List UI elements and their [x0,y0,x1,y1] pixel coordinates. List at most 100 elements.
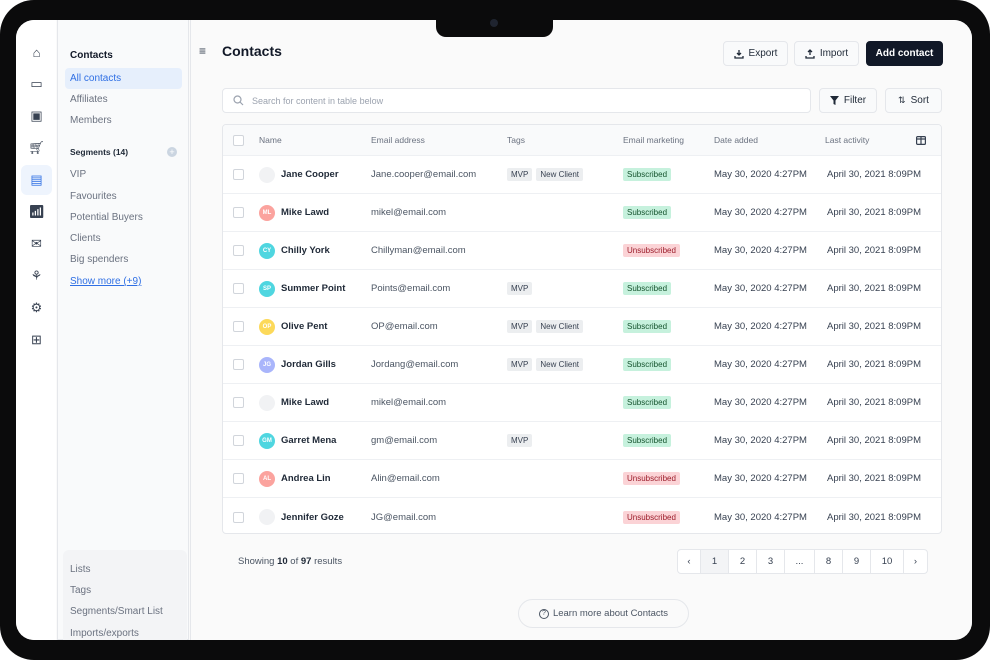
row-checkbox[interactable] [233,207,244,218]
row-checkbox[interactable] [233,169,244,180]
contact-card-icon[interactable]: ▤ [21,165,52,195]
row-checkbox[interactable] [233,245,244,256]
contact-name[interactable]: Olive Pent [281,321,328,332]
prev-page-button[interactable]: ‹ [678,550,701,573]
sidebar-link-segments-smart-list[interactable]: Segments/Smart List [70,606,163,617]
tags-cell: MVP New Client [507,308,587,345]
table-row[interactable]: OP Olive Pent OP@email.com MVP New Client Sub… [223,308,941,346]
add-segment-icon[interactable]: + [167,147,177,157]
table-row[interactable]: JG Jordan Gills Jordang@email.com MVP New Cl… [223,346,941,384]
contact-name[interactable]: Chilly York [281,245,330,256]
sidebar-link-lists[interactable]: Lists [70,564,91,575]
tag-chip: New Client [536,320,584,333]
avatar: AL [259,470,275,487]
avatar: CY [259,242,275,259]
table-row[interactable]: Mike Lawd mikel@email.com Subscribed May 30… [223,384,941,422]
next-page-button[interactable]: › [913,556,918,567]
campaign-icon[interactable]: ✉ [31,236,42,251]
page-button-2[interactable]: 2 [729,550,757,573]
gift-box-icon[interactable]: ▣ [30,108,43,123]
import-button[interactable]: Import [794,41,859,66]
date-added: May 30, 2020 4:27PM [714,473,807,484]
filter-button[interactable]: Filter [819,88,877,113]
menu-toggle-icon[interactable]: ≡ [199,44,207,58]
settings-icon[interactable]: ⚙ [30,300,43,315]
contact-name[interactable]: Mike Lawd [281,397,330,408]
sort-button[interactable]: ⇅ Sort [885,88,942,113]
table-header: Name Email address Tags Email marketing … [223,125,941,156]
table-row[interactable]: GM Garret Mena gm@email.com MVP Subscribed Ma… [223,422,941,460]
segment-favourites[interactable]: Favourites [70,191,117,202]
analytics-icon[interactable]: 📶︎ [28,204,45,219]
table-row[interactable]: Jane Cooper Jane.cooper@email.com MVP New C… [223,156,941,194]
learn-more-label: Learn more about Contacts [552,608,669,619]
column-tags[interactable]: Tags [507,135,525,145]
last-activity: April 30, 2021 8:09PM [827,321,922,332]
contact-name[interactable]: Summer Point [281,283,346,294]
sidebar-link-tags[interactable]: Tags [70,585,92,596]
cart-icon[interactable]: 🛒︎ [28,140,45,155]
avatar: SP [259,280,275,297]
table-row[interactable]: ML Mike Lawd mikel@email.com Subscribed May … [223,194,941,232]
columns-toggle-icon[interactable] [916,125,926,155]
sidebar-item-all-contacts[interactable]: All contacts [65,68,182,89]
avatar [259,394,275,411]
page-button-3[interactable]: 3 [757,550,785,573]
status-badge: Subscribed [623,320,672,333]
sidebar-link-imports-exports[interactable]: Imports/exports [70,628,139,639]
row-checkbox[interactable] [233,359,244,370]
export-button[interactable]: Export [723,41,788,66]
contact-name[interactable]: Mike Lawd [281,207,330,218]
tag-chip: New Client [536,168,584,181]
plant-hand-icon[interactable]: ⚘ [30,268,43,283]
contact-name[interactable]: Jennifer Goze [281,511,344,523]
sidebar-item-members[interactable]: Members [70,115,112,126]
last-activity: April 30, 2021 8:09PM [827,169,922,180]
show-more-link[interactable]: Show more (+9) [70,276,142,287]
select-all-checkbox[interactable] [233,134,244,146]
page-button-10[interactable]: 10 [871,550,904,573]
segment-big-spenders[interactable]: Big spenders [70,254,129,265]
page-button-9[interactable]: 9 [843,550,871,573]
date-added: May 30, 2020 4:27PM [714,245,807,256]
export-label: Export [748,48,778,59]
apps-add-icon[interactable]: ⊞ [31,332,42,347]
segment-potential-buyers[interactable]: Potential Buyers [70,212,143,223]
page-button-1[interactable]: 1 [701,550,729,573]
row-checkbox[interactable] [233,435,244,446]
page-button-ellipsis[interactable]: ... [785,550,815,573]
learn-more-button[interactable]: ? Learn more about Contacts [518,599,689,628]
column-date-added[interactable]: Date added [714,135,758,145]
search-input[interactable]: Search for content in table below [222,88,811,113]
last-activity: April 30, 2021 8:09PM [827,473,922,484]
sidebar-item-affiliates[interactable]: Affiliates [70,94,108,105]
table-row[interactable]: SP Summer Point Points@email.com MVP Subscri… [223,270,941,308]
add-contact-button[interactable]: Add contact [866,41,943,66]
contact-name[interactable]: Jordan Gills [281,359,336,370]
browser-window-icon[interactable]: ▭ [30,76,43,91]
column-email[interactable]: Email address [371,135,425,145]
row-checkbox[interactable] [233,511,244,523]
main-content: ≡ Contacts Export Import Add contact Sea… [190,20,972,640]
home-icon[interactable]: ⌂ [32,44,41,60]
contact-name[interactable]: Andrea Lin [281,473,331,484]
table-row[interactable]: Jennifer Goze JG@email.com Unsubscribed May… [223,498,941,533]
segment-clients[interactable]: Clients [70,233,101,244]
table-row[interactable]: AL Andrea Lin Alin@email.com Unsubscribed Ma… [223,460,941,498]
row-checkbox[interactable] [233,283,244,294]
contact-email: Chillyman@email.com [371,245,466,256]
row-checkbox[interactable] [233,321,244,332]
last-activity: April 30, 2021 8:09PM [827,511,922,523]
date-added: May 30, 2020 4:27PM [714,169,807,180]
row-checkbox[interactable] [233,473,244,484]
tag-chip: MVP [507,434,533,447]
contact-name[interactable]: Garret Mena [281,435,337,446]
column-name[interactable]: Name [259,135,282,145]
table-row[interactable]: CY Chilly York Chillyman@email.com Unsubscr… [223,232,941,270]
segment-vip[interactable]: VIP [70,169,87,180]
page-button-8[interactable]: 8 [815,550,843,573]
column-last-activity[interactable]: Last activity [825,135,870,145]
contact-name[interactable]: Jane Cooper [281,169,339,180]
row-checkbox[interactable] [233,397,244,408]
column-email-marketing[interactable]: Email marketing [623,135,684,145]
